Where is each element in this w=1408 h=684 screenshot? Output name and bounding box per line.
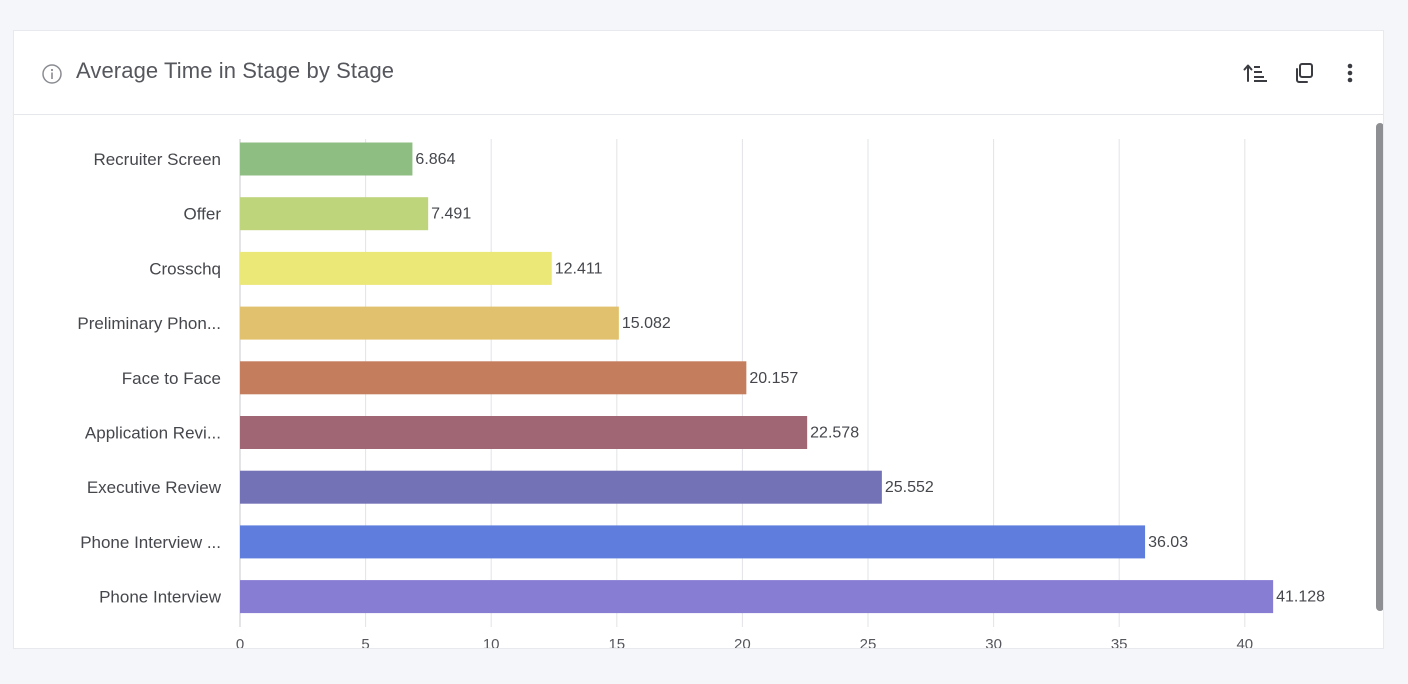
x-tick-label: 15 [608,636,625,649]
value-label: 41.128 [1276,589,1325,606]
x-tick-label: 30 [985,636,1002,649]
value-label: 25.552 [885,479,934,496]
bar [240,580,1274,614]
bar [240,470,882,504]
copy-button[interactable] [1290,59,1318,87]
category-label: Recruiter Screen [93,150,221,169]
x-tick-label: 0 [236,636,244,649]
category-label: Phone Interview [99,588,222,607]
more-vertical-icon [1347,63,1353,83]
value-label: 12.411 [555,260,603,277]
category-label: Phone Interview ... [80,533,221,552]
chart-card: Average Time in Stage by Stage [13,30,1384,649]
bar [240,251,552,285]
chart-area: 0 5 10 15 20 25 30 35 40 Recruiter Screen 6.864 Off… [14,115,1383,649]
bar [240,306,619,340]
category-label: Preliminary Phon... [77,314,221,333]
x-tick-label: 25 [860,636,877,649]
category-label: Application Revi... [85,424,221,443]
chart-title: Average Time in Stage by Stage [76,58,395,83]
sort-ascending-icon [1243,64,1267,82]
bar-chart: 0 5 10 15 20 25 30 35 40 Recruiter Screen 6.864 Off… [77,139,1325,649]
bar [240,197,429,231]
x-tick-label: 5 [361,636,369,649]
info-circle-icon[interactable] [41,63,63,85]
sort-button[interactable] [1242,59,1270,87]
value-label: 15.082 [622,315,671,332]
category-label: Face to Face [122,369,221,388]
x-tick-label: 40 [1236,636,1253,649]
category-label: Executive Review [87,478,222,497]
value-label: 20.157 [749,370,798,387]
card-header: Average Time in Stage by Stage [14,31,1383,115]
more-options-button[interactable] [1336,59,1364,87]
x-tick-label: 35 [1111,636,1128,649]
bar [240,416,808,449]
category-label: Offer [184,205,222,224]
vertical-scrollbar[interactable] [1376,123,1383,611]
bar [240,525,1146,559]
bar [240,142,413,176]
value-label: 6.864 [415,151,455,168]
x-tick-label: 20 [734,636,751,649]
copy-icon [1296,63,1313,83]
value-label: 36.03 [1148,534,1188,551]
x-tick-label: 10 [483,636,500,649]
value-label: 7.491 [431,206,471,223]
bar [240,361,747,395]
category-label: Crosschq [149,259,221,278]
value-label: 22.578 [810,425,859,442]
